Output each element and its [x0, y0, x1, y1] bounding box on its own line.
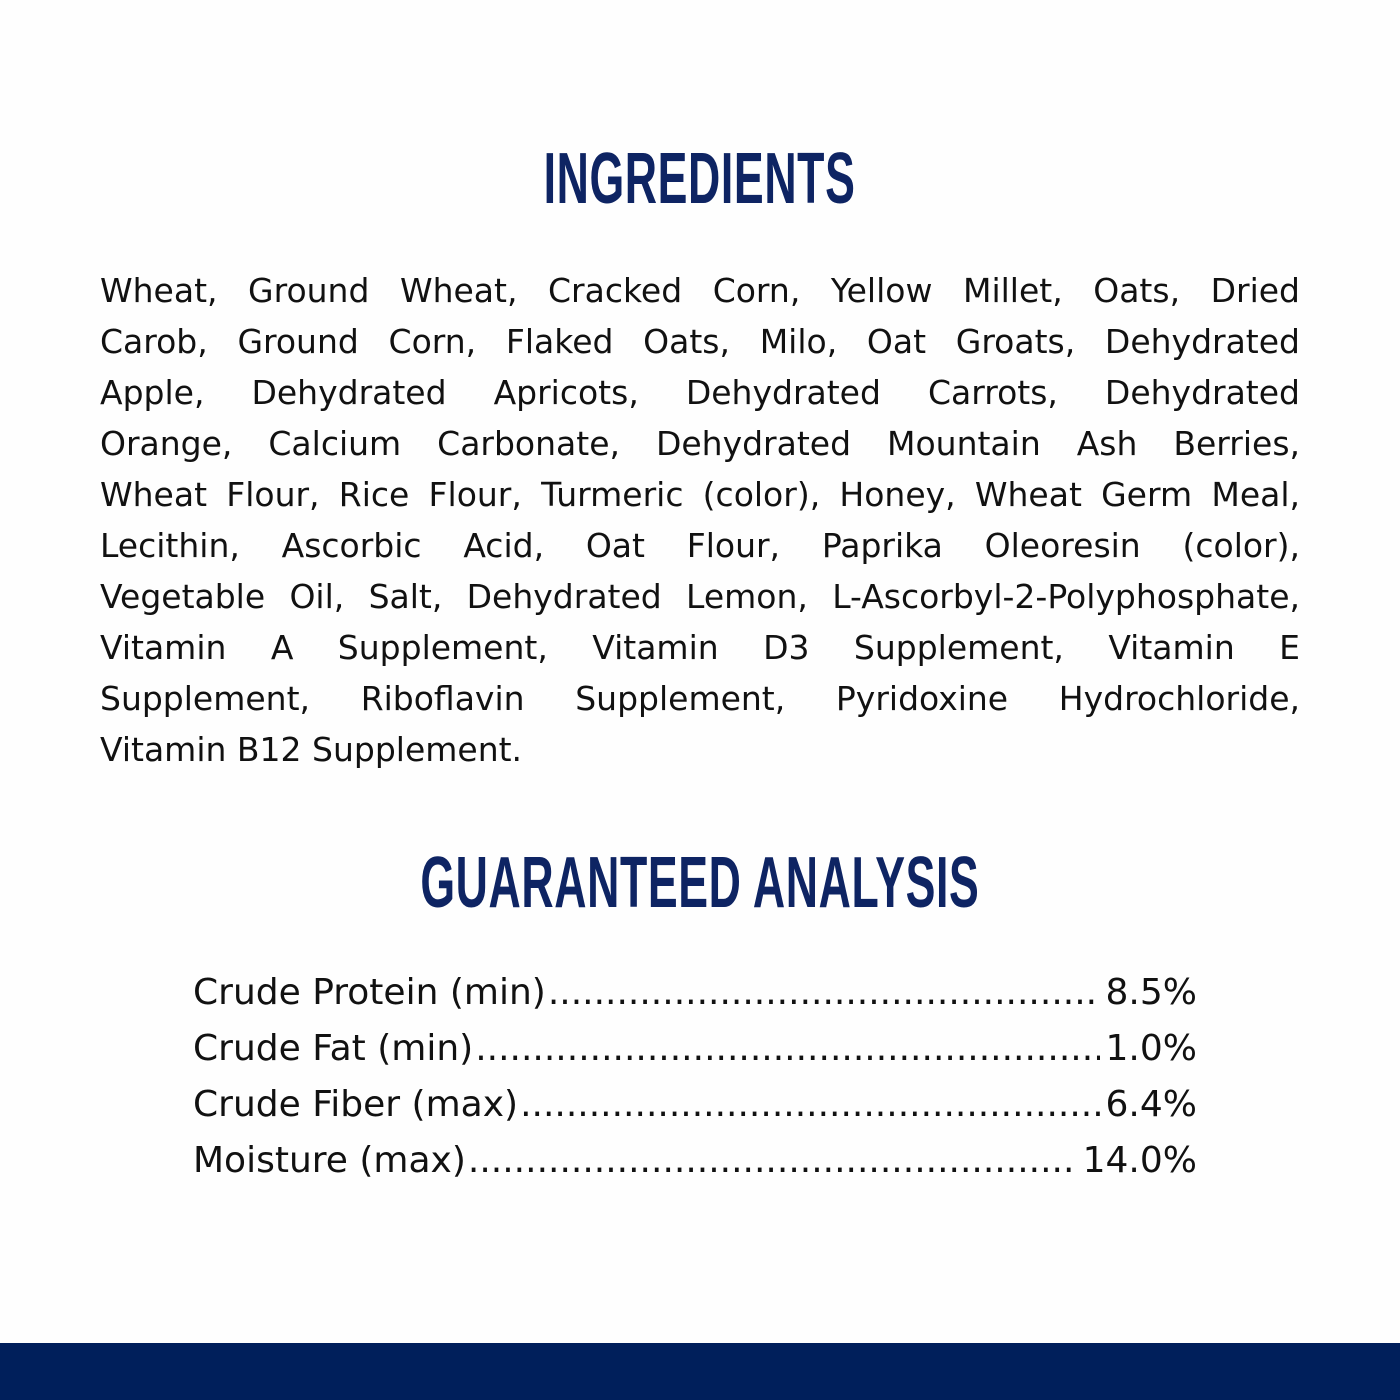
ingredients-line: Vegetable Oil, Salt, Dehydrated Lemon, L… — [100, 577, 1300, 616]
analysis-row: Crude Fiber (max) 6.4% — [193, 1077, 1197, 1133]
ingredients-line: Vitamin A Supplement, Vitamin D3 Supplem… — [100, 628, 1300, 667]
ingredients-line: Supplement, Riboflavin Supplement, Pyrid… — [100, 679, 1300, 718]
ingredients-line: Carob, Ground Corn, Flaked Oats, Milo, O… — [100, 322, 1300, 361]
analysis-label: Crude Fiber (max) — [193, 1084, 519, 1125]
analysis-label: Crude Protein (min) — [193, 972, 546, 1013]
analysis-value: 8.5% — [1105, 972, 1197, 1013]
ingredients-line: Orange, Calcium Carbonate, Dehydrated Mo… — [100, 424, 1300, 463]
ingredients-line: Apple, Dehydrated Apricots, Dehydrated C… — [100, 373, 1300, 412]
footer-bar — [0, 1343, 1400, 1400]
analysis-value: 1.0% — [1105, 1028, 1197, 1069]
ingredients-line: Vitamin B12 Supplement. — [100, 730, 523, 769]
ingredients-list: Wheat, Ground Wheat, Cracked Corn, Yello… — [100, 265, 1300, 775]
analysis-label: Moisture (max) — [193, 1140, 466, 1181]
dot-leader — [468, 1133, 1077, 1189]
ingredients-title: INGREDIENTS — [0, 138, 1400, 220]
analysis-row: Crude Fat (min) 1.0% — [193, 1021, 1197, 1077]
analysis-label: Crude Fat (min) — [193, 1028, 474, 1069]
ingredients-line: Lecithin, Ascorbic Acid, Oat Flour, Papr… — [100, 526, 1300, 565]
ingredients-title-text: INGREDIENTS — [544, 139, 856, 219]
dot-leader — [548, 965, 1100, 1021]
analysis-row: Crude Protein (min) 8.5% — [193, 965, 1197, 1021]
dot-leader — [520, 1077, 1099, 1133]
analysis-value: 14.0% — [1082, 1140, 1197, 1181]
analysis-table: Crude Protein (min) 8.5% Crude Fat (min) 1… — [193, 965, 1197, 1189]
analysis-row: Moisture (max) 14.0% — [193, 1133, 1197, 1189]
ingredients-line: Wheat Flour, Rice Flour, Turmeric (color… — [100, 475, 1300, 514]
dot-leader — [475, 1021, 1099, 1077]
analysis-title-text: GUARANTEED ANALYSIS — [420, 843, 980, 923]
analysis-value: 6.4% — [1105, 1084, 1197, 1125]
analysis-title: GUARANTEED ANALYSIS — [0, 842, 1400, 924]
ingredients-line: Wheat, Ground Wheat, Cracked Corn, Yello… — [100, 271, 1300, 310]
